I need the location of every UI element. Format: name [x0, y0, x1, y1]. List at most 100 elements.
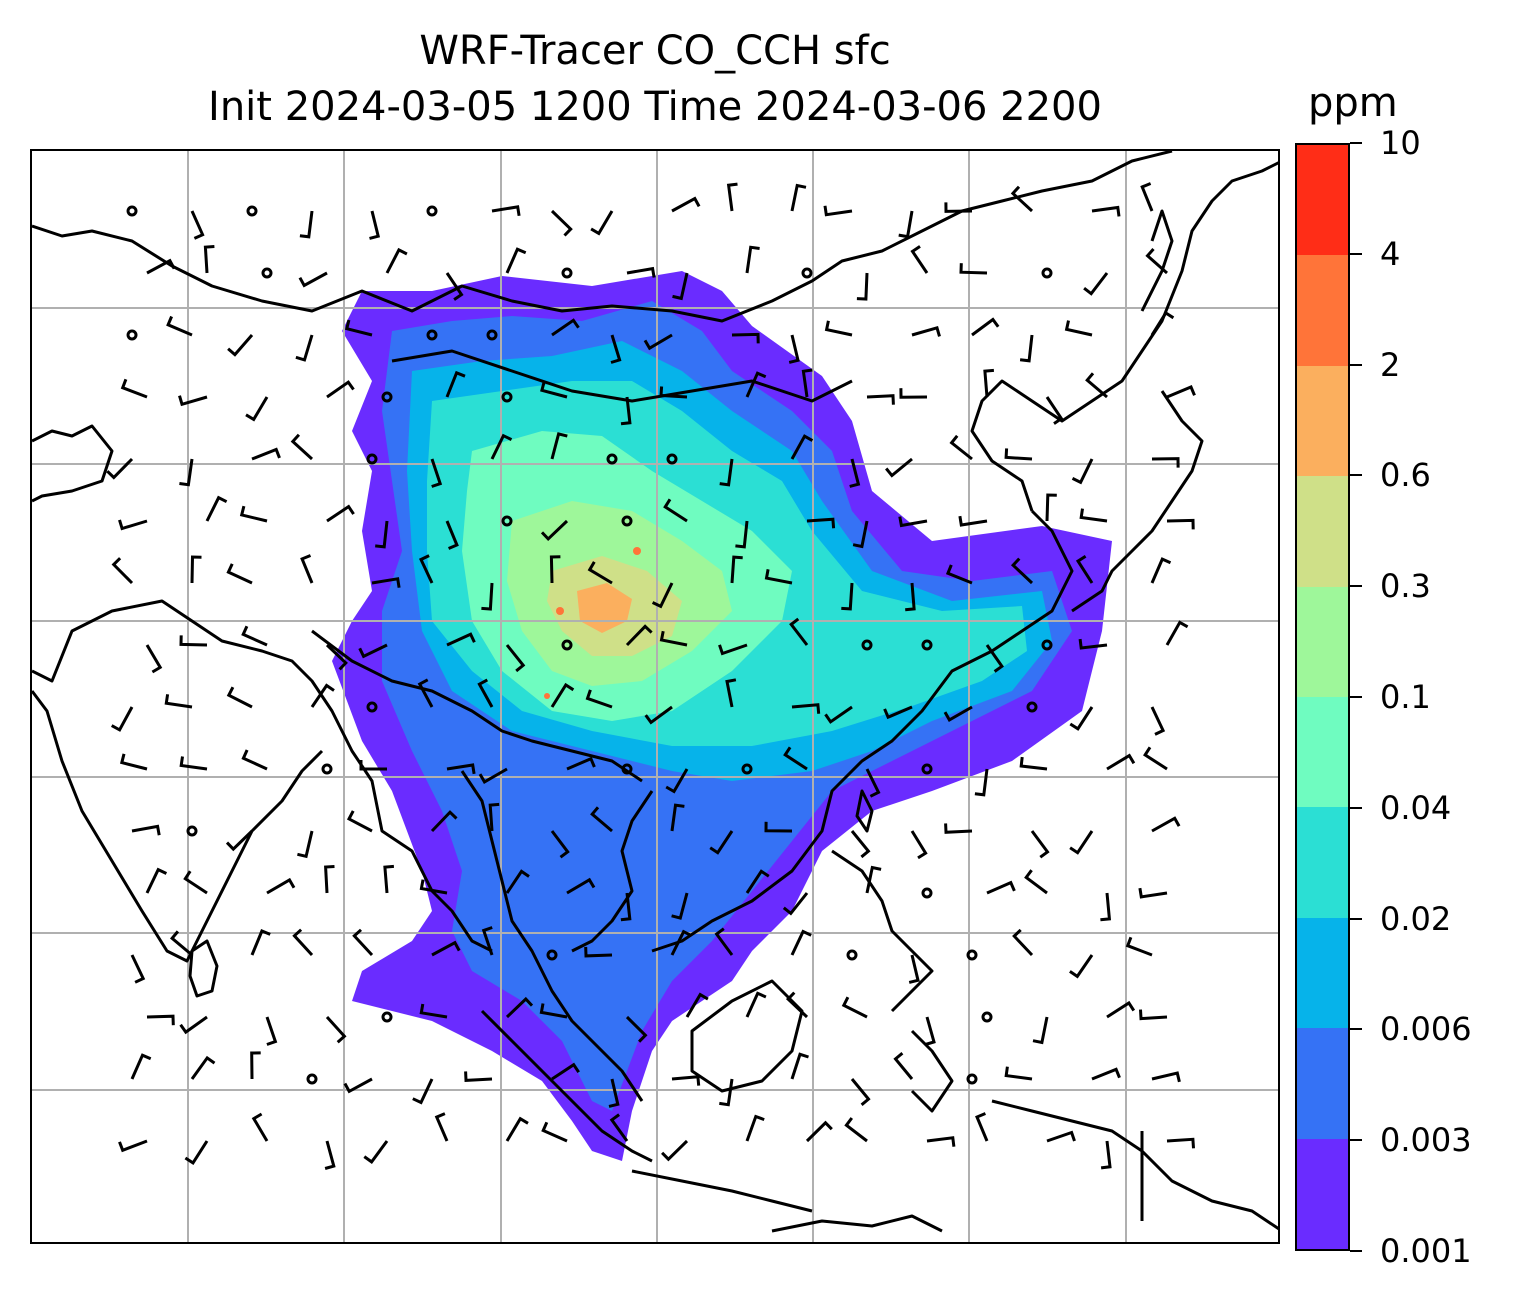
wind-barb	[203, 245, 215, 274]
colorbar-segment	[1297, 144, 1348, 256]
wind-barb	[783, 746, 808, 771]
colorbar-tick	[1350, 252, 1362, 255]
wind-barb	[651, 582, 674, 609]
calm-wind-marker	[981, 1011, 993, 1023]
wind-barb	[445, 520, 459, 550]
wind-barb	[184, 1140, 209, 1165]
coastline-australia	[771, 1214, 943, 1233]
calm-wind-marker	[846, 949, 858, 961]
wind-barb	[685, 992, 709, 1018]
wind-barb	[893, 1052, 914, 1080]
wind-barb	[672, 272, 689, 301]
calm-wind-marker	[1041, 639, 1053, 651]
wind-barb	[824, 320, 853, 337]
calm-wind-marker	[561, 267, 573, 279]
coastline-taiwan	[855, 789, 874, 833]
wind-barb	[806, 517, 836, 529]
wind-barb	[865, 865, 882, 894]
wind-barb	[949, 434, 973, 461]
wind-barb	[587, 561, 613, 585]
wind-barb	[1091, 1067, 1121, 1081]
wind-barb	[358, 643, 388, 659]
calm-wind-marker	[546, 949, 558, 961]
coastline-china	[651, 509, 1074, 953]
wind-barb	[505, 996, 534, 1019]
wind-barb	[106, 457, 134, 480]
wind-barb	[986, 880, 1016, 895]
wind-barb	[481, 582, 494, 611]
wind-barb	[491, 205, 521, 217]
wind-barb	[110, 706, 134, 732]
wind-barb	[226, 563, 253, 585]
wind-barb	[665, 768, 689, 794]
wind-barb	[745, 991, 767, 1018]
border-china-india	[311, 629, 643, 783]
wind-barb	[326, 380, 355, 399]
calm-wind-marker	[126, 329, 138, 341]
wind-barb	[1150, 557, 1172, 584]
wind-barb	[1166, 385, 1196, 399]
wind-barb	[850, 830, 871, 859]
plume-hotspot	[544, 693, 550, 699]
coastlines	[32, 151, 1278, 1233]
wind-barb	[1045, 396, 1064, 425]
calm-wind-marker	[366, 701, 378, 713]
wind-barb	[584, 946, 613, 958]
wind-barb	[911, 325, 941, 337]
wind-barb	[179, 458, 194, 487]
wind-barb	[625, 624, 653, 647]
wind-barb	[764, 821, 793, 833]
calm-wind-marker	[966, 1073, 978, 1085]
wind-barb	[926, 1136, 956, 1147]
calm-wind-marker	[501, 515, 513, 527]
wind-barb	[626, 266, 656, 278]
wind-barb	[718, 643, 748, 656]
wind-barb	[250, 929, 271, 956]
wind-barb	[671, 892, 689, 920]
wind-barb	[663, 498, 688, 523]
colorbar-tick-label: 0.6	[1380, 456, 1431, 495]
wind-barb	[251, 447, 281, 461]
map-canvas	[32, 151, 1278, 1242]
plume-hotspot	[556, 607, 564, 615]
map-subtitle: Init 2024-03-05 1200 Time 2024-03-06 220…	[208, 84, 1102, 130]
wind-barb	[227, 334, 254, 357]
wind-barb	[298, 271, 328, 288]
wind-barb	[145, 867, 168, 894]
wind-barb	[643, 333, 673, 351]
wind-barb	[714, 927, 734, 956]
wind-barb	[344, 319, 373, 337]
wind-barb	[959, 263, 988, 275]
wind-barb	[983, 368, 995, 398]
colorbar-segment	[1297, 807, 1348, 918]
calm-wind-marker	[261, 267, 273, 279]
wind-barb	[251, 1112, 269, 1142]
wind-barb	[179, 756, 208, 771]
calm-wind-marker	[426, 205, 438, 217]
colorbar-tick	[1350, 1250, 1362, 1252]
wind-barb	[726, 182, 738, 212]
wind-barb	[505, 644, 526, 673]
wind-barb	[790, 434, 814, 460]
wind-barb	[1019, 334, 1034, 363]
wind-barb	[850, 1078, 871, 1106]
wind-barb	[417, 678, 434, 708]
colorbar-tick-label: 0.003	[1380, 1121, 1472, 1160]
wind-barb	[1166, 1137, 1195, 1149]
wind-barb	[505, 247, 527, 274]
wind-barb	[1100, 1140, 1112, 1170]
wind-barb	[120, 378, 148, 399]
wind-barb	[130, 954, 146, 984]
wind-barb	[205, 495, 228, 522]
wind-barb	[1083, 272, 1109, 296]
calm-wind-marker	[186, 825, 198, 837]
wind-barb	[1004, 1066, 1033, 1081]
wind-barb	[849, 458, 861, 488]
wind-barb	[190, 1055, 216, 1080]
wind-barb	[550, 209, 573, 237]
wind-barb	[719, 458, 734, 487]
wind-barb	[551, 1062, 580, 1081]
wind-barb	[478, 767, 508, 784]
colorbar-tick	[1350, 1139, 1362, 1142]
wind-barb	[146, 1014, 175, 1026]
